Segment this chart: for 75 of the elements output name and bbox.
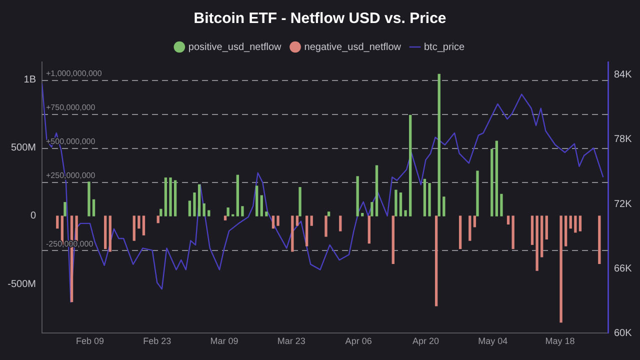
bar: [490, 148, 494, 216]
bar: [569, 216, 572, 229]
bar: [198, 184, 201, 216]
bar: [108, 216, 112, 252]
y-tick-label: 500M: [10, 142, 36, 154]
bar: [598, 216, 601, 264]
x-tick-label: Mar 23: [277, 336, 306, 346]
bar: [394, 190, 398, 216]
bar: [208, 210, 210, 216]
bar: [193, 192, 196, 216]
y-tick-label: -500M: [8, 278, 36, 290]
x-tick-label: Mar 09: [210, 336, 238, 346]
x-tick-label: Apr 20: [412, 336, 439, 346]
bar: [442, 196, 446, 216]
bar: [226, 207, 230, 216]
y2-tick-label: 72K: [614, 198, 632, 210]
bar: [545, 216, 548, 240]
bar: [564, 216, 568, 246]
bar: [404, 210, 407, 216]
y2-tick-label: 84K: [614, 70, 632, 81]
bar: [495, 140, 498, 216]
bar: [506, 216, 510, 225]
bar: [476, 170, 479, 216]
bar: [188, 200, 192, 216]
y2-tick-label: 60K: [614, 328, 632, 339]
bar: [530, 216, 534, 245]
bar: [142, 216, 146, 236]
legend-label: negative_usd_netflow: [304, 42, 402, 53]
bar: [361, 212, 364, 216]
chart-title: Bitcoin ETF - Netflow USD vs. Price: [194, 10, 446, 28]
bar: [468, 216, 472, 241]
y2-tick-label: 78K: [614, 134, 632, 146]
bar: [375, 165, 378, 216]
x-tick-label: Feb 23: [143, 336, 172, 346]
bar: [428, 182, 431, 216]
bar: [560, 216, 562, 323]
bar: [399, 192, 402, 216]
bar: [138, 216, 140, 229]
x-tick-label: May 18: [545, 336, 575, 346]
legend-label: positive_usd_netflow: [188, 42, 282, 53]
bar: [298, 187, 302, 216]
ref-line-label: +1,000,000,000: [46, 68, 102, 78]
x-tick-label: Apr 06: [345, 336, 372, 346]
bar: [536, 216, 538, 271]
bar: [132, 216, 136, 241]
x-tick-label: Feb 09: [76, 336, 104, 346]
bar: [434, 216, 438, 306]
bar: [458, 216, 462, 250]
bar: [423, 178, 426, 216]
bar: [409, 114, 412, 216]
bar: [438, 74, 440, 216]
bar: [156, 216, 160, 224]
legend-label: btc_price: [424, 42, 466, 53]
bar: [104, 216, 107, 250]
y-tick-label: 0: [30, 210, 36, 222]
bar: [500, 194, 503, 216]
ref-line-label: +750,000,000: [46, 102, 96, 112]
bar: [473, 216, 476, 228]
bar: [56, 216, 59, 229]
x-tick-label: May 04: [478, 336, 508, 346]
bar: [370, 202, 374, 216]
bar: [236, 174, 239, 216]
bar: [512, 216, 514, 250]
bar: [327, 212, 330, 216]
bar: [574, 216, 577, 233]
bar: [202, 203, 206, 216]
bar: [256, 186, 258, 216]
y2-tick-label: 66K: [614, 263, 632, 274]
bar: [356, 176, 359, 216]
bar: [540, 216, 544, 258]
bar: [578, 216, 582, 232]
bar: [241, 206, 244, 216]
bar: [260, 195, 263, 216]
y-tick-label: 1B: [24, 74, 36, 86]
bar: [265, 212, 268, 216]
